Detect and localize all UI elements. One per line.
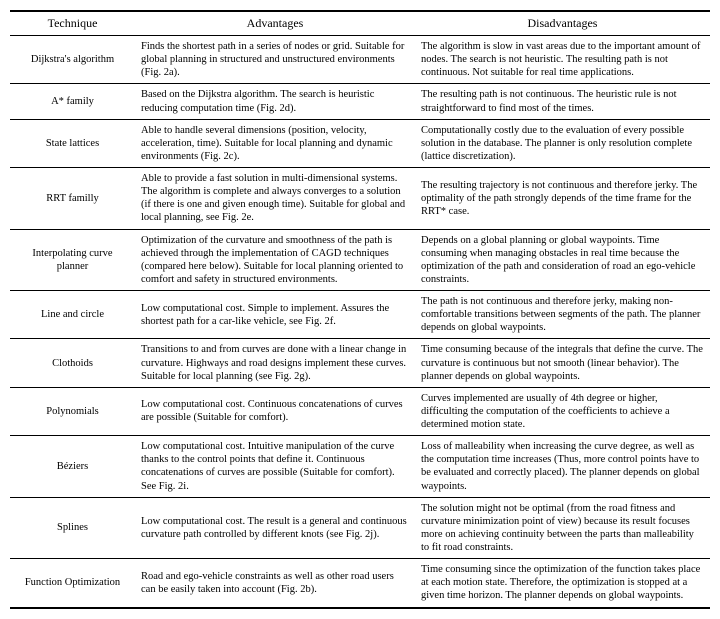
- table-row: State latticesAble to handle several dim…: [10, 119, 710, 167]
- cell-technique: Interpolating curve planner: [10, 229, 135, 291]
- cell-disadvantages: Computationally costly due to the evalua…: [415, 119, 710, 167]
- cell-technique: Function Optimization: [10, 559, 135, 608]
- cell-technique: Polynomials: [10, 387, 135, 435]
- cell-technique: Line and circle: [10, 291, 135, 339]
- cell-advantages: Transitions to and from curves are done …: [135, 339, 415, 387]
- table-row: Line and circleLow computational cost. S…: [10, 291, 710, 339]
- cell-advantages: Road and ego-vehicle constraints as well…: [135, 559, 415, 608]
- header-disadvantages: Disadvantages: [415, 11, 710, 36]
- comparison-table: Technique Advantages Disadvantages Dijks…: [10, 10, 710, 609]
- cell-advantages: Low computational cost. Simple to implem…: [135, 291, 415, 339]
- header-technique: Technique: [10, 11, 135, 36]
- cell-advantages: Based on the Dijkstra algorithm. The sea…: [135, 84, 415, 119]
- cell-disadvantages: Loss of malleability when increasing the…: [415, 436, 710, 498]
- table-row: Dijkstra's algorithmFinds the shortest p…: [10, 36, 710, 84]
- table-row: SplinesLow computational cost. The resul…: [10, 497, 710, 559]
- table-row: PolynomialsLow computational cost. Conti…: [10, 387, 710, 435]
- table-body: Dijkstra's algorithmFinds the shortest p…: [10, 36, 710, 608]
- cell-disadvantages: Depends on a global planning or global w…: [415, 229, 710, 291]
- cell-disadvantages: The resulting path is not continuous. Th…: [415, 84, 710, 119]
- cell-technique: State lattices: [10, 119, 135, 167]
- cell-advantages: Low computational cost. Intuitive manipu…: [135, 436, 415, 498]
- cell-disadvantages: The solution might not be optimal (from …: [415, 497, 710, 559]
- table-row: BéziersLow computational cost. Intuitive…: [10, 436, 710, 498]
- cell-disadvantages: Curves implemented are usually of 4th de…: [415, 387, 710, 435]
- cell-technique: Splines: [10, 497, 135, 559]
- cell-technique: Béziers: [10, 436, 135, 498]
- cell-disadvantages: The algorithm is slow in vast areas due …: [415, 36, 710, 84]
- header-advantages: Advantages: [135, 11, 415, 36]
- cell-advantages: Able to provide a fast solution in multi…: [135, 168, 415, 230]
- cell-advantages: Optimization of the curvature and smooth…: [135, 229, 415, 291]
- cell-technique: Clothoids: [10, 339, 135, 387]
- table-row: A* familyBased on the Dijkstra algorithm…: [10, 84, 710, 119]
- cell-technique: A* family: [10, 84, 135, 119]
- cell-advantages: Low computational cost. The result is a …: [135, 497, 415, 559]
- cell-advantages: Low computational cost. Continuous conca…: [135, 387, 415, 435]
- table-header-row: Technique Advantages Disadvantages: [10, 11, 710, 36]
- table-row: Function OptimizationRoad and ego-vehicl…: [10, 559, 710, 608]
- cell-technique: Dijkstra's algorithm: [10, 36, 135, 84]
- cell-advantages: Finds the shortest path in a series of n…: [135, 36, 415, 84]
- cell-disadvantages: The path is not continuous and therefore…: [415, 291, 710, 339]
- table-row: ClothoidsTransitions to and from curves …: [10, 339, 710, 387]
- table-row: RRT famillyAble to provide a fast soluti…: [10, 168, 710, 230]
- cell-advantages: Able to handle several dimensions (posit…: [135, 119, 415, 167]
- cell-disadvantages: Time consuming since the optimization of…: [415, 559, 710, 608]
- cell-disadvantages: The resulting trajectory is not continuo…: [415, 168, 710, 230]
- cell-technique: RRT familly: [10, 168, 135, 230]
- cell-disadvantages: Time consuming because of the integrals …: [415, 339, 710, 387]
- table-row: Interpolating curve plannerOptimization …: [10, 229, 710, 291]
